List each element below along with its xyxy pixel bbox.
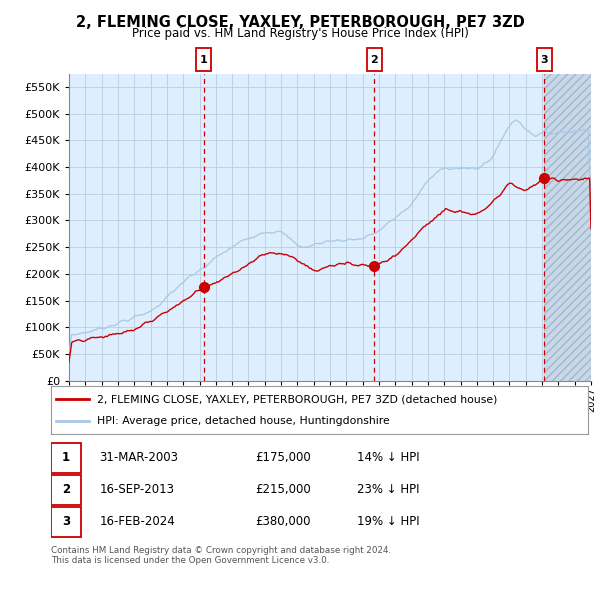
Text: 16-SEP-2013: 16-SEP-2013: [100, 483, 175, 496]
Text: 14% ↓ HPI: 14% ↓ HPI: [357, 451, 420, 464]
FancyBboxPatch shape: [51, 474, 80, 505]
Text: HPI: Average price, detached house, Huntingdonshire: HPI: Average price, detached house, Hunt…: [97, 416, 389, 426]
FancyBboxPatch shape: [51, 442, 80, 473]
Text: 19% ↓ HPI: 19% ↓ HPI: [357, 515, 420, 528]
Text: 2, FLEMING CLOSE, YAXLEY, PETERBOROUGH, PE7 3ZD: 2, FLEMING CLOSE, YAXLEY, PETERBOROUGH, …: [76, 15, 524, 30]
Text: 3: 3: [540, 55, 548, 64]
Text: Contains HM Land Registry data © Crown copyright and database right 2024.
This d: Contains HM Land Registry data © Crown c…: [51, 546, 391, 565]
Text: £175,000: £175,000: [255, 451, 311, 464]
Bar: [544, 74, 591, 381]
Text: 1: 1: [200, 55, 208, 64]
Text: 3: 3: [62, 515, 70, 528]
Text: 2: 2: [62, 483, 70, 496]
Text: £380,000: £380,000: [255, 515, 311, 528]
Text: £215,000: £215,000: [255, 483, 311, 496]
Text: Price paid vs. HM Land Registry's House Price Index (HPI): Price paid vs. HM Land Registry's House …: [131, 27, 469, 40]
Text: 2, FLEMING CLOSE, YAXLEY, PETERBOROUGH, PE7 3ZD (detached house): 2, FLEMING CLOSE, YAXLEY, PETERBOROUGH, …: [97, 394, 497, 404]
Text: 31-MAR-2003: 31-MAR-2003: [100, 451, 178, 464]
Text: 2: 2: [370, 55, 378, 64]
Text: 16-FEB-2024: 16-FEB-2024: [100, 515, 175, 528]
Text: 1: 1: [62, 451, 70, 464]
FancyBboxPatch shape: [51, 507, 80, 537]
Text: 23% ↓ HPI: 23% ↓ HPI: [357, 483, 419, 496]
